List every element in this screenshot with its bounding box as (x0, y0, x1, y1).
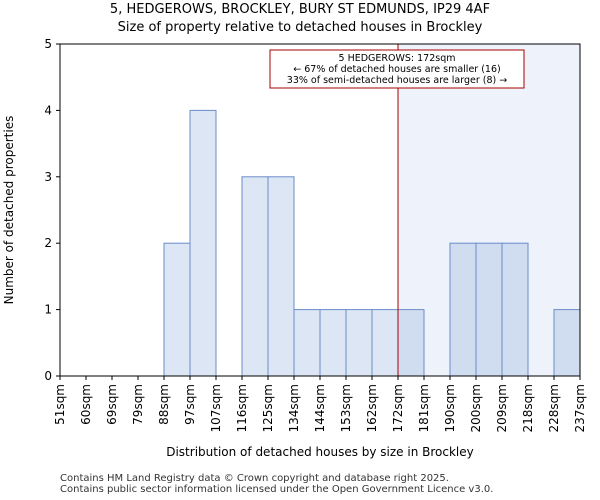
x-tick-label: 88sqm (157, 384, 171, 425)
footer-copyright: Contains HM Land Registry data © Crown c… (60, 473, 449, 484)
plot-frame (59, 43, 581, 377)
bar-200sqm (475, 242, 503, 377)
x-tick-label: 218sqm (521, 384, 535, 432)
x-tick-label: 97sqm (183, 384, 197, 425)
x-tick-label: 60sqm (79, 384, 93, 425)
x-tick-label: 125sqm (261, 384, 275, 432)
x-tick-label: 107sqm (209, 384, 223, 432)
annotation-label: 5 HEDGEROWS: 172sqm (339, 53, 456, 64)
y-tick-label: 1 (44, 303, 52, 317)
histogram-chart: 0 1 2 3 4 5 51sqm 60sqm 69sqm 79sqm 88sqm 97sqm 107… (2, 37, 587, 459)
x-tick-label: 237sqm (573, 384, 587, 432)
bar-116sqm (241, 176, 269, 377)
annotation-rect (269, 49, 525, 89)
annotation-larger: 33% of semi-detached houses are larger (… (287, 75, 507, 86)
y-tick-label: 0 (44, 369, 52, 383)
bar-172sqm (397, 309, 425, 377)
x-tick-label: 116sqm (235, 384, 249, 432)
bar-162sqm (371, 309, 399, 377)
bar-88sqm (163, 242, 191, 377)
y-tick-label: 4 (44, 103, 52, 117)
x-tick-label: 209sqm (495, 384, 509, 432)
bar-228sqm (553, 309, 581, 377)
chart-subtitle: Size of property relative to detached ho… (117, 20, 483, 35)
x-tick-label: 172sqm (391, 384, 405, 432)
bar-97sqm (189, 109, 217, 377)
y-axis-label: Number of detached properties (2, 116, 16, 305)
x-tick-label: 200sqm (469, 384, 483, 432)
x-axis-label: Distribution of detached houses by size … (166, 445, 474, 459)
annotation-box: 5 HEDGEROWS: 172sqm ← 67% of detached ho… (269, 49, 525, 89)
footer-licence: Contains public sector information licen… (60, 484, 494, 495)
bar-144sqm (319, 309, 347, 377)
y-tick-label: 2 (44, 236, 52, 250)
x-tick-label: 144sqm (313, 384, 327, 432)
bar-190sqm (449, 242, 477, 377)
x-tick-label: 190sqm (443, 384, 457, 432)
y-tick-label: 3 (44, 170, 52, 184)
x-tick-label: 51sqm (53, 384, 67, 425)
x-tick-label: 162sqm (365, 384, 379, 432)
chart-title: 5, HEDGEROWS, BROCKLEY, BURY ST EDMUNDS,… (109, 2, 491, 17)
y-tick-label: 5 (44, 37, 52, 51)
x-tick-label: 79sqm (131, 384, 145, 425)
x-tick-label: 228sqm (547, 384, 561, 432)
bar-125sqm (267, 176, 295, 377)
x-tick-label: 181sqm (417, 384, 431, 432)
annotation-smaller: ← 67% of detached houses are smaller (16… (293, 64, 500, 75)
x-tick-label: 69sqm (105, 384, 119, 425)
x-tick-label: 134sqm (287, 384, 301, 432)
bar-134sqm (293, 309, 321, 377)
x-tick-label: 153sqm (339, 384, 353, 432)
bar-209sqm (501, 242, 529, 377)
bar-153sqm (345, 309, 373, 377)
